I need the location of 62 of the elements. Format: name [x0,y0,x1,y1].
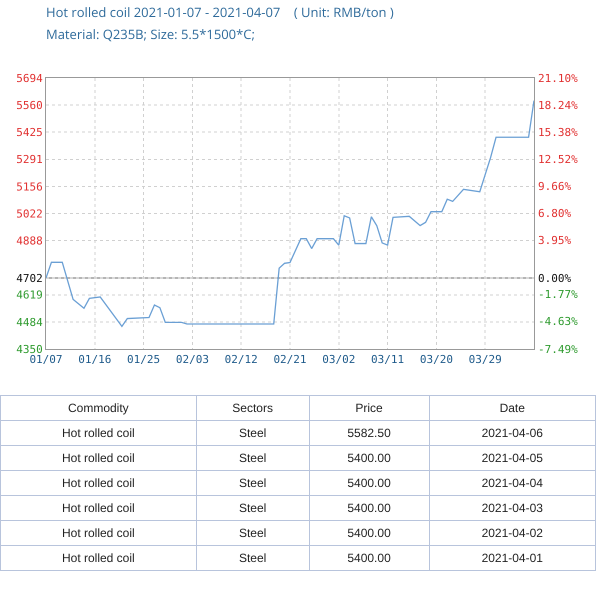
text: 2021-04-06 [429,420,596,446]
text: Steel [196,496,310,520]
text: 2021-04-05 [429,446,596,470]
text: Price [309,396,430,420]
x-tick-label: 03/02 [322,353,356,366]
text: Hot rolled coil [0,546,196,570]
text: Steel [196,470,310,496]
y2-tick-label: -7.49% [538,343,578,356]
y-tick-label: 5291 [16,153,43,166]
text: 5400.00 [309,546,430,570]
text: 5582.50 [309,420,430,446]
chart-title: Hot rolled coil 2021-01-07 - 2021-04-07 ( Unit: RMB/ton ) [46,3,394,21]
text: Commodity [0,396,196,420]
x-tick-label: 01/25 [127,353,160,366]
y2-tick-label: 15.38% [538,126,578,139]
text: Hot rolled coil [0,446,196,470]
chart-subtitle: Material: Q235B; Size: 5.5*1500*C; [46,25,255,43]
x-tick-label: 03/29 [468,353,502,366]
y2-tick-label: 21.10% [538,72,578,85]
y2-tick-label: 6.80% [538,207,572,220]
text: 5400.00 [309,496,430,520]
x-tick-label: 02/21 [273,353,307,366]
text: Date [429,396,596,420]
y-tick-label: 5560 [16,98,43,112]
y-tick-label: 5425 [16,126,43,140]
text: 2021-04-03 [429,496,596,520]
text: Hot rolled coil [0,496,196,520]
text: Hot rolled coil [0,470,196,496]
y-tick-label: 4702 [16,272,43,285]
y2-tick-label: 0.00% [538,272,572,285]
text: Sectors [196,396,310,420]
text: Steel [196,546,310,570]
y2-tick-label: 3.95% [538,234,572,247]
y2-tick-label: -4.63% [538,315,578,328]
y-tick-label: 5694 [16,72,44,85]
x-tick-label: 02/12 [224,353,258,366]
text: 5400.00 [309,520,430,546]
y2-tick-label: 9.66% [538,180,572,193]
y-tick-label: 4484 [16,316,44,329]
text: Hot rolled coil [0,420,196,446]
y2-tick-label: -1.77% [538,288,578,301]
text: 2021-04-04 [429,470,596,496]
text: 2021-04-01 [429,546,596,570]
y-tick-label: 5156 [16,180,43,194]
x-tick-label: 02/03 [176,353,209,366]
text: 5400.00 [309,470,430,496]
y-tick-label: 4619 [16,288,43,302]
y-tick-label: 5022 [16,207,43,220]
text: 2021-04-02 [429,520,596,546]
text: Steel [196,446,310,470]
text: Hot rolled coil [0,520,196,546]
y2-tick-label: 18.24% [538,99,578,112]
x-tick-label: 03/11 [371,353,404,366]
text: Steel [196,420,310,446]
x-tick-label: 03/20 [420,353,453,366]
y2-tick-label: 12.52% [538,153,578,166]
y-tick-label: 4350 [16,342,43,356]
text: 5400.00 [309,446,430,470]
x-tick-label: 01/16 [78,353,112,366]
y-tick-label: 4888 [16,234,43,248]
text: Steel [196,520,310,546]
x-tick-label: 01/07 [29,353,63,366]
